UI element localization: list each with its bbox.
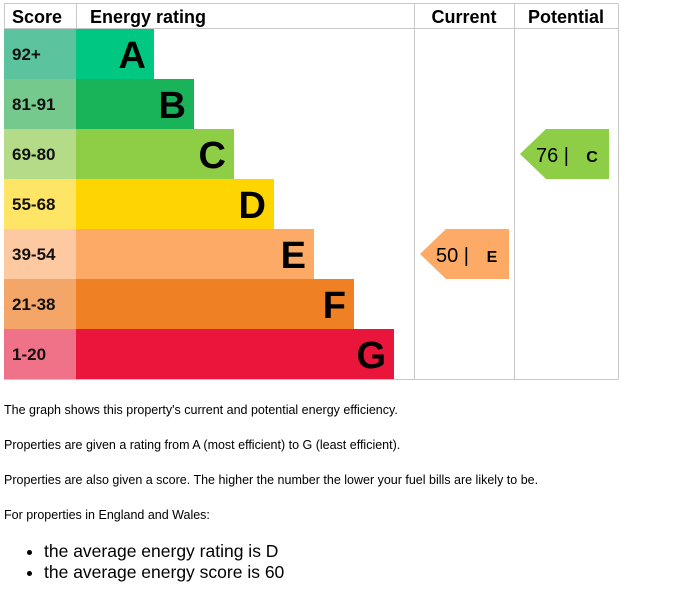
band-letter-g: G	[356, 335, 386, 377]
band-bar-d	[76, 179, 274, 229]
current-marker	[420, 229, 509, 279]
score-range-c: 69-80	[12, 145, 55, 164]
rating-markers: 50 | E 76 | C	[420, 129, 609, 279]
score-cell-c	[4, 129, 76, 179]
score-cell-g	[4, 329, 76, 379]
potential-score: 76 |	[536, 145, 569, 167]
score-cell-e	[4, 229, 76, 279]
band-bar-a	[76, 29, 154, 79]
score-description: Properties are also given a score. The h…	[4, 473, 539, 487]
score-cell-f	[4, 279, 76, 329]
average-score-item: the average energy score is 60	[44, 562, 284, 583]
header-potential: Potential	[528, 7, 604, 27]
current-letter: E	[487, 249, 498, 266]
chart-headers: Score Energy rating Current Potential	[12, 7, 604, 27]
average-list: the average energy rating is D the avera…	[24, 541, 284, 583]
band-letter-a: A	[119, 35, 146, 77]
score-range-e: 39-54	[12, 245, 56, 264]
band-bar-b	[76, 79, 194, 129]
band-letter-e: E	[281, 235, 306, 277]
score-range-g: 1-20	[12, 345, 46, 364]
band-letter-c: C	[199, 135, 226, 177]
graph-description: The graph shows this property's current …	[4, 403, 398, 417]
average-rating-item: the average energy rating is D	[44, 541, 284, 562]
score-range-d: 55-68	[12, 195, 55, 214]
score-cell-d	[4, 179, 76, 229]
band-bar-g	[76, 329, 394, 379]
band-letter-f: F	[323, 285, 346, 327]
score-range-b: 81-91	[12, 95, 55, 114]
header-current: Current	[431, 7, 496, 27]
header-energy-rating: Energy rating	[90, 7, 206, 27]
region-note: For properties in England and Wales:	[4, 508, 210, 522]
energy-rating-chart: Score Energy rating Current Potential 92+ A 8…	[4, 3, 619, 380]
header-score: Score	[12, 7, 62, 27]
band-bar-c	[76, 129, 234, 179]
potential-marker	[520, 129, 609, 179]
band-bar-f	[76, 279, 354, 329]
band-letter-d: D	[239, 185, 266, 227]
score-cell-a	[4, 29, 76, 79]
score-range-a: 92+	[12, 45, 41, 64]
band-letter-b: B	[159, 85, 186, 127]
current-score: 50 |	[436, 245, 469, 267]
band-bar-e	[76, 229, 314, 279]
rating-bands: 92+ A 81-91 B 69-80 C 55-68 D 39-54 E 21-38 F 1-20 G	[4, 29, 394, 379]
potential-letter: C	[586, 149, 598, 166]
rating-description: Properties are given a rating from A (mo…	[4, 438, 401, 452]
score-range-f: 21-38	[12, 295, 55, 314]
score-cell-b	[4, 79, 76, 129]
